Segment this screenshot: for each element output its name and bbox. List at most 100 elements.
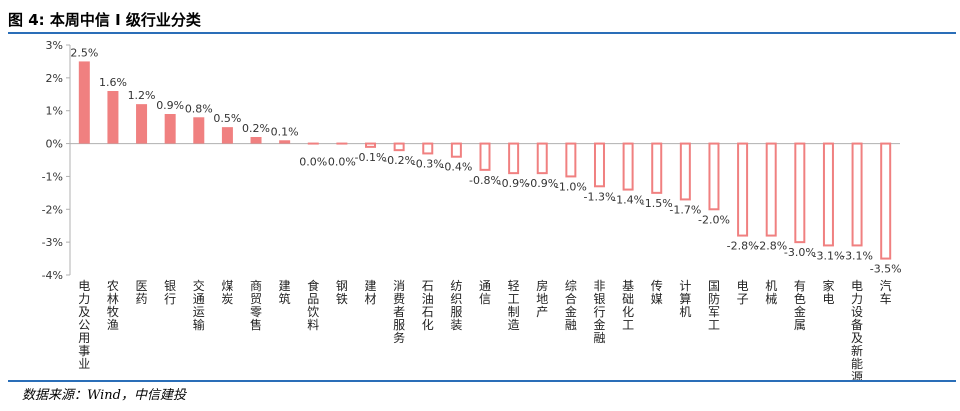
bar [708, 142, 720, 211]
bar [508, 142, 520, 175]
value-label: -2.0% [698, 213, 730, 226]
value-label: -2.8% [727, 240, 759, 253]
data-source: 数据来源：Wind，中信建投 [22, 388, 186, 403]
category-label: 纺织服装 [450, 279, 462, 332]
value-label: -0.3% [412, 157, 444, 170]
value-label: -3.0% [784, 246, 816, 259]
bar-chart: 3% 2% 1% 0% -1% -2% -3% -4% 2.5% 电力及公用事业 1.6% 农林牧渔 1… [42, 39, 902, 380]
bar [851, 142, 863, 247]
bar [450, 142, 462, 158]
category-label: 家电 [822, 278, 834, 306]
value-label: -0.1% [355, 151, 387, 164]
bar [250, 137, 262, 144]
bar [164, 114, 176, 144]
value-label: -3.5% [870, 263, 902, 276]
value-label: -1.0% [555, 180, 587, 193]
category-label: 石油石化 [422, 279, 434, 332]
category-label: 电力设备及新能源 [851, 279, 863, 380]
y-tick-label: 1% [46, 105, 63, 118]
value-label: -0.8% [469, 174, 501, 187]
top-rule [8, 32, 956, 34]
category-label: 机械 [765, 279, 777, 306]
bar [307, 142, 319, 145]
bar [136, 104, 148, 144]
category-label: 传媒 [651, 278, 663, 306]
category-label: 电子 [737, 279, 749, 306]
value-label: -0.9% [498, 177, 530, 190]
bar [622, 142, 634, 191]
y-tick-label: -3% [42, 236, 63, 249]
y-tick-label: 3% [46, 39, 63, 52]
y-tick-label: 2% [46, 72, 63, 85]
value-label: -3.1% [841, 249, 873, 262]
category-label: 食品饮料 [307, 278, 319, 332]
category-label: 综合金融 [565, 279, 577, 332]
y-tick-label: 0% [46, 138, 63, 151]
bar [651, 142, 663, 194]
category-label: 煤炭 [221, 279, 233, 306]
category-label: 建筑 [279, 279, 291, 306]
value-label: 0.8% [185, 102, 213, 115]
bar [365, 142, 377, 148]
category-label: 农林牧渔 [107, 279, 119, 332]
value-label: 2.5% [70, 46, 98, 59]
category-label: 医药 [136, 279, 148, 306]
value-label: 0.9% [156, 99, 184, 112]
bottom-rule [8, 380, 956, 382]
y-tick-label: -1% [42, 170, 63, 183]
value-label: -2.8% [755, 240, 787, 253]
category-label: 房地产 [536, 278, 548, 319]
category-label: 银行 [164, 279, 176, 306]
value-label: -0.4% [440, 161, 472, 174]
value-label: -0.9% [526, 177, 558, 190]
bar [794, 142, 806, 244]
category-label: 商贸零售 [250, 278, 262, 332]
bar [393, 142, 405, 152]
bar [880, 142, 892, 260]
y-tick-label: -2% [42, 203, 63, 216]
category-label: 电力及公用事业 [78, 279, 90, 371]
bar [193, 117, 205, 144]
category-label: 非银行金融 [593, 279, 605, 345]
bar [78, 61, 90, 144]
bar [822, 142, 834, 247]
value-label: -1.7% [669, 203, 701, 216]
y-tick-label: -4% [42, 269, 63, 282]
value-label: -1.4% [612, 194, 644, 207]
value-label: 0.1% [271, 125, 299, 138]
value-label: 0.5% [213, 112, 241, 125]
category-label: 消费者服务 [393, 279, 405, 345]
category-label: 计算机 [679, 279, 691, 319]
value-label: 0.0% [299, 156, 327, 169]
bar [765, 142, 777, 237]
category-label: 有色金属 [794, 279, 806, 332]
category-label: 轻工制造 [508, 279, 520, 332]
bar [221, 127, 233, 144]
value-label: 1.2% [128, 89, 156, 102]
bar [593, 142, 605, 188]
bar [422, 142, 434, 155]
bar [565, 142, 577, 178]
value-label: 0.2% [242, 122, 270, 135]
bar [336, 142, 348, 145]
value-label: 0.0% [328, 156, 356, 169]
value-label: -3.1% [812, 249, 844, 262]
bar [679, 142, 691, 201]
category-label: 基础化工 [622, 279, 634, 332]
figure-title: 图 4: 本周中信 I 级行业分类 [8, 11, 201, 29]
bar [737, 142, 749, 237]
value-label: -1.5% [641, 197, 673, 210]
bar [107, 91, 119, 144]
bar [479, 142, 491, 171]
value-label: -1.3% [584, 190, 616, 203]
category-label: 通信 [479, 279, 491, 306]
category-label: 交通运输 [193, 278, 205, 332]
category-label: 钢铁 [336, 279, 348, 306]
category-label: 建材 [365, 279, 377, 306]
value-label: -0.2% [383, 154, 415, 167]
category-label: 国防军工 [708, 279, 720, 332]
category-label: 汽车 [880, 278, 892, 306]
value-label: 1.6% [99, 76, 127, 89]
bar [536, 142, 548, 175]
bar [279, 140, 291, 144]
